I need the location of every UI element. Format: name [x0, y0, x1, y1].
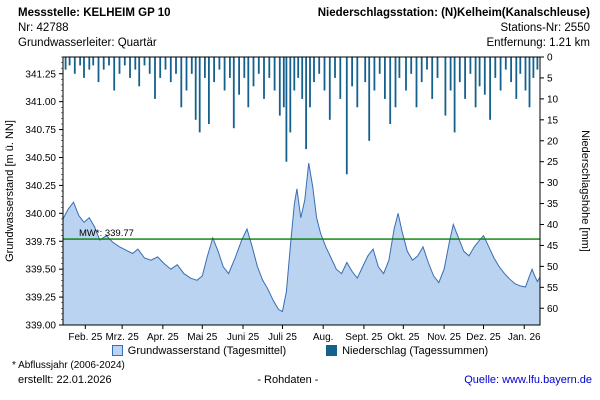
svg-text:340.50: 340.50	[25, 153, 56, 164]
svg-text:10: 10	[547, 94, 559, 105]
svg-text:Juni 25: Juni 25	[227, 332, 260, 343]
svg-text:25: 25	[547, 157, 559, 168]
svg-text:339.00: 339.00	[25, 321, 56, 332]
svg-text:MW*: 339.77: MW*: 339.77	[79, 228, 134, 239]
svg-text:15: 15	[547, 115, 559, 126]
grundwasserleiter-label: Grundwasserleiter: Quartär	[18, 37, 157, 49]
svg-text:Niederschlagshöhe [mm]: Niederschlagshöhe [mm]	[579, 130, 591, 252]
svg-text:340.00: 340.00	[25, 209, 56, 220]
footer-row: erstellt: 22.01.2026 - Rohdaten - Quelle…	[0, 372, 600, 386]
svg-text:60: 60	[547, 304, 559, 315]
created-label: erstellt: 22.01.2026	[18, 374, 112, 386]
groundwater-swatch	[111, 345, 123, 356]
svg-text:Juli 25: Juli 25	[268, 332, 297, 343]
rohdaten-label: - Rohdaten -	[257, 374, 319, 386]
svg-text:55: 55	[547, 283, 559, 294]
svg-text:341.00: 341.00	[25, 97, 56, 108]
svg-text:Sept. 25: Sept. 25	[345, 332, 383, 343]
source-link[interactable]: Quelle: www.lfu.bayern.de	[464, 374, 592, 386]
header: Messstelle: KELHEIM GP 10 Niederschlagss…	[0, 0, 600, 51]
svg-text:0: 0	[547, 53, 553, 64]
svg-text:50: 50	[547, 262, 559, 273]
niederschlagsstation-label: Niederschlagsstation: (N)Kelheim(Kanalsc…	[317, 7, 590, 19]
svg-text:Mrz. 25: Mrz. 25	[105, 332, 139, 343]
svg-text:341.25: 341.25	[25, 69, 56, 80]
svg-text:40: 40	[547, 220, 559, 231]
svg-text:340.25: 340.25	[25, 181, 56, 192]
groundwater-precipitation-chart: MW*: 339.77 339.00 339.25 339.50 339.75 340.0…	[4, 53, 591, 344]
legend-item-groundwater: Grundwasserstand (Tagesmittel)	[111, 344, 287, 357]
precipitation-legend-label: Niederschlag (Tagessummen)	[342, 344, 489, 357]
svg-text:339.50: 339.50	[25, 265, 56, 276]
svg-text:Feb. 25: Feb. 25	[68, 332, 102, 343]
messstelle-nr-label: Nr: 42788	[18, 22, 69, 34]
svg-text:45: 45	[547, 241, 559, 252]
svg-text:Jan. 26: Jan. 26	[508, 332, 541, 343]
svg-text:340.75: 340.75	[25, 125, 56, 136]
svg-text:30: 30	[547, 178, 559, 189]
groundwater-legend-label: Grundwasserstand (Tagesmittel)	[127, 344, 287, 357]
stations-nr-label: Stations-Nr: 2550	[500, 22, 591, 34]
svg-text:Okt. 25: Okt. 25	[387, 332, 420, 343]
svg-text:339.75: 339.75	[25, 237, 56, 248]
svg-text:5: 5	[547, 73, 553, 84]
abflussjahr-footnote: * Abflussjahr (2006-2024)	[12, 360, 125, 371]
svg-text:Aug.: Aug.	[313, 332, 334, 343]
svg-text:Grundwasserstand [m ü. NN]: Grundwasserstand [m ü. NN]	[4, 120, 16, 262]
svg-text:Mai 25: Mai 25	[187, 332, 217, 343]
svg-text:Nov. 25: Nov. 25	[427, 332, 461, 343]
svg-text:20: 20	[547, 136, 559, 147]
precipitation-swatch	[326, 345, 338, 356]
legend: Grundwasserstand (Tagesmittel) Niedersch…	[0, 343, 600, 358]
messstelle-label: Messstelle: KELHEIM GP 10	[18, 7, 171, 19]
svg-text:339.25: 339.25	[25, 293, 56, 304]
legend-item-precipitation: Niederschlag (Tagessummen)	[326, 345, 488, 357]
entfernung-label: Entfernung: 1.21 km	[486, 37, 590, 49]
svg-text:35: 35	[547, 199, 559, 210]
svg-text:Dez. 25: Dez. 25	[466, 332, 501, 343]
svg-text:Apr. 25: Apr. 25	[147, 332, 179, 343]
